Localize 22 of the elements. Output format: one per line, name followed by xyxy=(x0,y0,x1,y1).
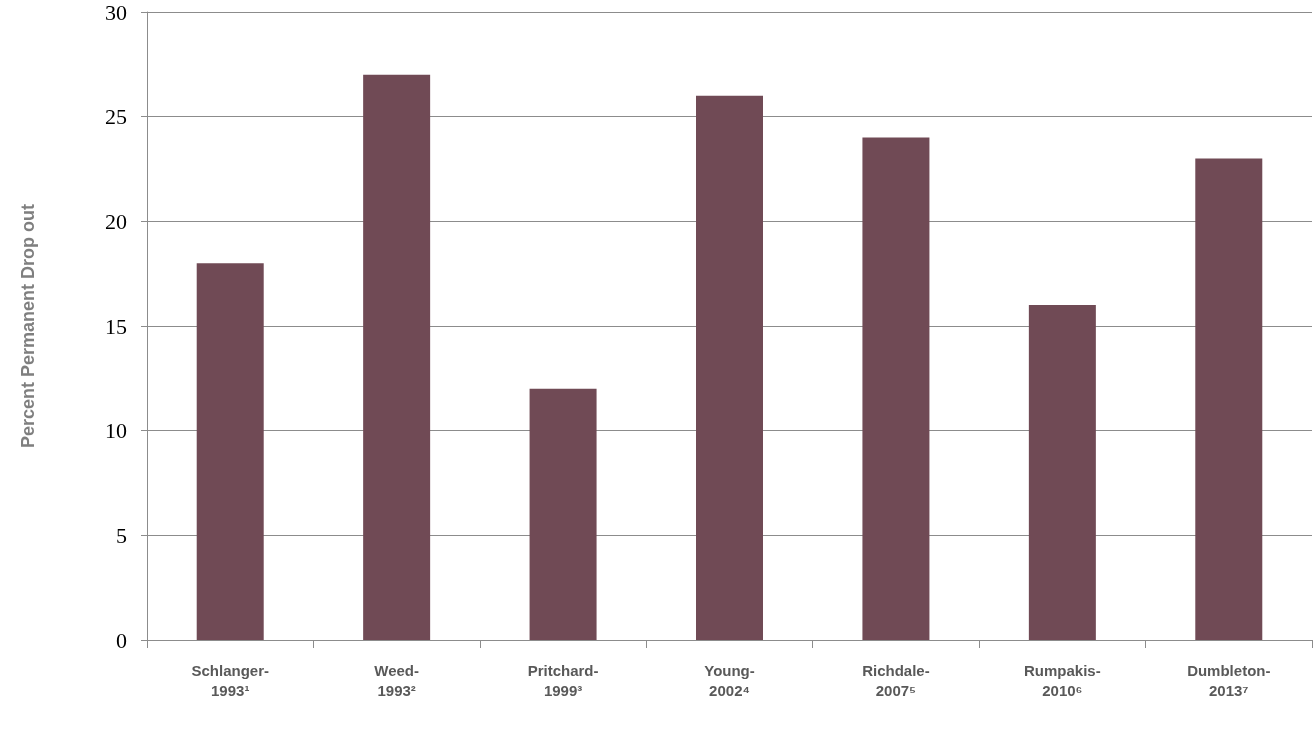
x-tick-label: Schlanger-1993¹ xyxy=(191,661,269,699)
bar xyxy=(1028,305,1096,640)
y-tick-label: 0 xyxy=(116,627,127,653)
y-tick-label: 20 xyxy=(105,208,127,234)
bar xyxy=(529,388,597,640)
bar xyxy=(862,137,930,640)
x-tick-label: Young-2002⁴ xyxy=(704,661,755,699)
x-tick-label: Pritchard-1999³ xyxy=(527,661,599,699)
x-tick-label: Dumbleton-2013⁷ xyxy=(1187,661,1271,699)
x-tick-label: Richdale-2007⁵ xyxy=(862,661,930,699)
x-tick-label: Weed-1993² xyxy=(374,661,420,699)
bar xyxy=(696,95,763,640)
bar xyxy=(1195,158,1263,640)
y-axis-title: Percent Permanent Drop out xyxy=(18,203,38,449)
bar xyxy=(363,74,431,640)
y-tick-label: 10 xyxy=(105,418,127,444)
y-tick-label: 15 xyxy=(105,313,127,339)
x-tick-label: Rumpakis-2010⁶ xyxy=(1024,661,1101,699)
y-tick-label: 25 xyxy=(105,104,127,130)
bar xyxy=(196,263,264,640)
y-tick-label: 5 xyxy=(116,522,127,548)
y-tick-label: 30 xyxy=(105,0,127,25)
